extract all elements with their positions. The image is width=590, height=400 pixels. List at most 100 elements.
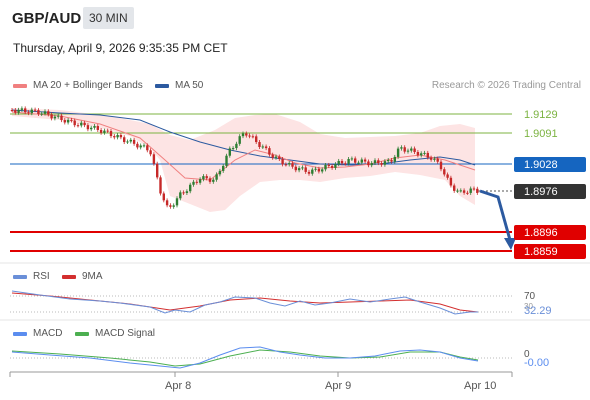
- candle-body: [182, 192, 185, 194]
- candle-body: [185, 191, 189, 193]
- candle-body: [198, 179, 202, 183]
- candle-body: [291, 163, 294, 167]
- candle-body: [43, 111, 47, 114]
- candle-body: [363, 159, 367, 162]
- candle-body: [205, 176, 208, 179]
- candle-body: [304, 167, 307, 172]
- candle-body: [255, 136, 258, 143]
- candle-body: [113, 136, 116, 138]
- candle-body: [103, 130, 106, 133]
- candle-body: [76, 125, 80, 127]
- candle-body: [261, 146, 264, 148]
- candle-body: [106, 130, 109, 132]
- ma50-swatch: [155, 83, 169, 88]
- candle-body: [416, 152, 420, 156]
- candle-body: [396, 148, 400, 157]
- candle-body: [344, 163, 347, 165]
- price-label-4: 1.8976: [524, 186, 558, 198]
- candle-body: [169, 205, 172, 207]
- copyright-text: Research © 2026 Trading Central: [431, 80, 581, 91]
- candle-body: [423, 152, 426, 154]
- candle-body: [156, 163, 159, 178]
- candle-body: [215, 174, 218, 180]
- candle-body: [271, 154, 274, 158]
- candle-body: [436, 158, 439, 162]
- candle-body: [172, 205, 175, 207]
- candle-body: [258, 142, 261, 147]
- candle-body: [387, 160, 390, 162]
- candle-body: [126, 141, 129, 143]
- candle-body: [129, 139, 132, 142]
- candle-body: [86, 125, 90, 130]
- legend-ma50: MA 50: [155, 80, 203, 91]
- candle-body: [99, 129, 103, 133]
- rsi-70-label: 70: [524, 291, 536, 302]
- candle-body: [367, 161, 370, 166]
- candle-body: [268, 148, 271, 155]
- candle-body: [30, 109, 33, 114]
- candle-body: [301, 167, 304, 169]
- candle-body: [17, 109, 20, 113]
- candle-body: [218, 170, 222, 175]
- ma20-swatch: [13, 83, 27, 88]
- candle-body: [406, 150, 410, 152]
- candle-body: [274, 156, 278, 158]
- candle-body: [238, 136, 241, 144]
- candle-body: [175, 198, 179, 206]
- candle-body: [228, 148, 231, 156]
- candle-body: [324, 164, 327, 170]
- pivot-tag: [514, 157, 586, 172]
- candle-body: [284, 164, 288, 166]
- candle-body: [80, 122, 83, 126]
- ma50-label: MA 50: [175, 80, 204, 91]
- candle-body: [24, 108, 27, 113]
- rsi-value-label: 32.29: [524, 305, 552, 317]
- rsi-swatch: [13, 274, 27, 279]
- candle-body: [208, 178, 212, 182]
- candle-body: [47, 111, 50, 115]
- candle-body: [202, 176, 205, 180]
- price-label-5: 1.8896: [524, 227, 558, 239]
- candle-body: [380, 163, 383, 165]
- macd-value-label: -0.00: [524, 357, 549, 369]
- macd-signal-label: MACD Signal: [95, 328, 156, 339]
- candle-body: [212, 179, 215, 182]
- candle-body: [446, 174, 449, 178]
- candle-body: [136, 143, 139, 148]
- candle-body: [278, 156, 281, 160]
- candle-body: [400, 147, 403, 149]
- price-label-2: 1.9091: [524, 128, 558, 140]
- candles-group: [10, 106, 479, 209]
- legend-macd: MACD: [13, 328, 62, 339]
- candle-body: [53, 116, 57, 119]
- candle-body: [281, 159, 284, 165]
- price-label-1: 1.9129: [524, 109, 558, 121]
- candle-body: [334, 164, 337, 168]
- symbol-title: GBP/AUD: [12, 10, 82, 27]
- support-tag-2: [514, 244, 586, 259]
- candle-body: [449, 177, 453, 186]
- macd-line: [11, 346, 479, 369]
- candle-body: [403, 147, 406, 152]
- candle-body: [73, 120, 76, 126]
- timeframe-badge[interactable]: 30 MIN: [83, 7, 134, 29]
- candle-body: [466, 192, 469, 194]
- candle-body: [179, 192, 182, 199]
- candle-body: [370, 163, 373, 166]
- price-label-6: 1.8859: [524, 246, 558, 258]
- candle-body: [189, 184, 192, 192]
- candle-body: [472, 188, 476, 190]
- x-label-apr9: Apr 9: [325, 380, 351, 392]
- candle-body: [251, 136, 255, 138]
- candle-body: [123, 137, 126, 143]
- x-label-apr10: Apr 10: [464, 380, 496, 392]
- candle-body: [350, 158, 354, 160]
- candle-body: [294, 166, 297, 171]
- candle-body: [57, 115, 60, 117]
- candle-body: [235, 143, 238, 149]
- ma20-line: [11, 111, 476, 181]
- candle-body: [132, 139, 136, 144]
- forecast-arrowhead: [504, 238, 516, 250]
- candle-body: [390, 160, 393, 162]
